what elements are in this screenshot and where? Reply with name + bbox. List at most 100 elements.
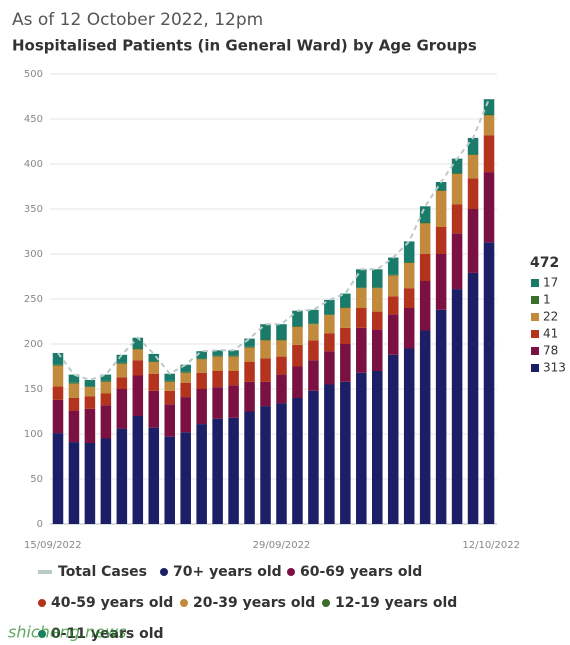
bar-segment	[180, 371, 191, 373]
bar-segment	[324, 333, 335, 352]
bar-segment	[483, 115, 495, 136]
legend-swatch	[322, 599, 330, 607]
y-tick-label: 150	[24, 384, 43, 395]
side-value: 17	[543, 276, 558, 290]
y-tick-label: 300	[24, 249, 43, 260]
side-swatch	[531, 364, 539, 372]
bar-segment	[387, 274, 399, 276]
bar-segment	[324, 299, 335, 315]
bar-segment	[276, 403, 287, 524]
bar-segment	[483, 114, 495, 116]
legend-swatch	[287, 568, 295, 576]
bar-segment	[451, 233, 463, 290]
bar-segment	[244, 362, 255, 382]
bar-segment	[100, 405, 112, 439]
bar-segment	[403, 262, 415, 263]
bar-segment	[260, 324, 271, 340]
legend-swatch	[180, 599, 188, 607]
bar-segment	[84, 380, 96, 387]
side-total: 472	[530, 255, 559, 271]
bar-segment	[324, 315, 335, 334]
bar-segment	[100, 393, 112, 406]
bar-segment	[435, 191, 447, 227]
bar-segment	[148, 353, 160, 362]
bar-segment	[116, 377, 128, 389]
bar-segment	[292, 326, 303, 327]
bar-segment	[84, 443, 96, 524]
bar-segment	[435, 254, 447, 310]
bar-segment	[164, 380, 176, 382]
x-tick-label: 29/09/2022	[253, 540, 311, 551]
bar-segment	[467, 209, 479, 273]
bar-segment	[244, 346, 255, 348]
bar-segment	[308, 323, 319, 325]
side-value: 22	[543, 310, 558, 324]
bar-segment	[324, 314, 335, 316]
bar-segment	[164, 390, 176, 405]
y-tick-label: 250	[24, 294, 43, 305]
bar-segment	[324, 384, 335, 524]
bar-segment	[451, 204, 463, 234]
bar-segment	[132, 337, 144, 349]
bar-segment	[132, 360, 144, 376]
bar-segment	[180, 382, 191, 398]
bar-segment	[84, 387, 96, 397]
bar-segment	[451, 173, 463, 205]
side-swatch	[531, 279, 539, 287]
side-swatch	[531, 347, 539, 355]
bar-segment	[148, 427, 160, 524]
legend-swatch	[160, 568, 168, 576]
bar-segment	[356, 327, 367, 373]
bar-segment	[68, 383, 80, 398]
bar-segment	[467, 154, 479, 155]
side-value: 313	[543, 361, 566, 375]
bar-segment	[212, 371, 223, 388]
bar-segment	[52, 353, 64, 365]
bar-segment	[340, 308, 351, 328]
bar-segment	[100, 380, 112, 382]
bar-segment	[435, 190, 447, 191]
bar-segment	[371, 288, 383, 312]
bar-segment	[132, 348, 144, 350]
bar-segment	[260, 381, 271, 407]
bar-segment	[292, 398, 303, 524]
bar-segment	[371, 287, 383, 289]
bar-segment	[116, 428, 128, 524]
bar-segment	[387, 257, 399, 275]
bar-segment	[148, 361, 160, 362]
bar-segment	[356, 372, 367, 524]
bar-segment	[148, 373, 160, 391]
bar-segment	[228, 350, 239, 356]
bar-segment	[308, 360, 319, 391]
bar-segment	[403, 241, 415, 263]
bar-segment	[68, 382, 80, 384]
bar-segment	[164, 436, 176, 524]
bar-segment	[132, 349, 144, 361]
side-swatch	[531, 296, 539, 304]
bar-segment	[292, 310, 303, 326]
bar-segment	[403, 348, 415, 524]
bar-segment	[340, 293, 351, 308]
bar-segment	[52, 433, 64, 524]
bar-segment	[419, 254, 431, 281]
legend-label: Total Cases	[58, 564, 147, 580]
y-tick-label: 400	[24, 159, 43, 170]
bar-segment	[451, 173, 463, 174]
bar-segment	[371, 329, 383, 371]
bar-segment	[116, 362, 128, 364]
bar-segment	[356, 287, 367, 289]
bar-segment	[244, 411, 255, 524]
bar-segment	[228, 371, 239, 386]
bar-segment	[356, 308, 367, 328]
bar-segment	[212, 355, 223, 357]
bar-segment	[84, 408, 96, 443]
side-value: 41	[543, 327, 558, 341]
bar-segment	[212, 387, 223, 419]
bar-segment	[308, 324, 319, 341]
bar-segment	[276, 340, 287, 357]
bar-segment	[260, 340, 271, 359]
bar-segment	[180, 397, 191, 433]
bar-segment	[467, 178, 479, 209]
bar-segment	[84, 386, 96, 388]
bar-segment	[68, 410, 80, 443]
